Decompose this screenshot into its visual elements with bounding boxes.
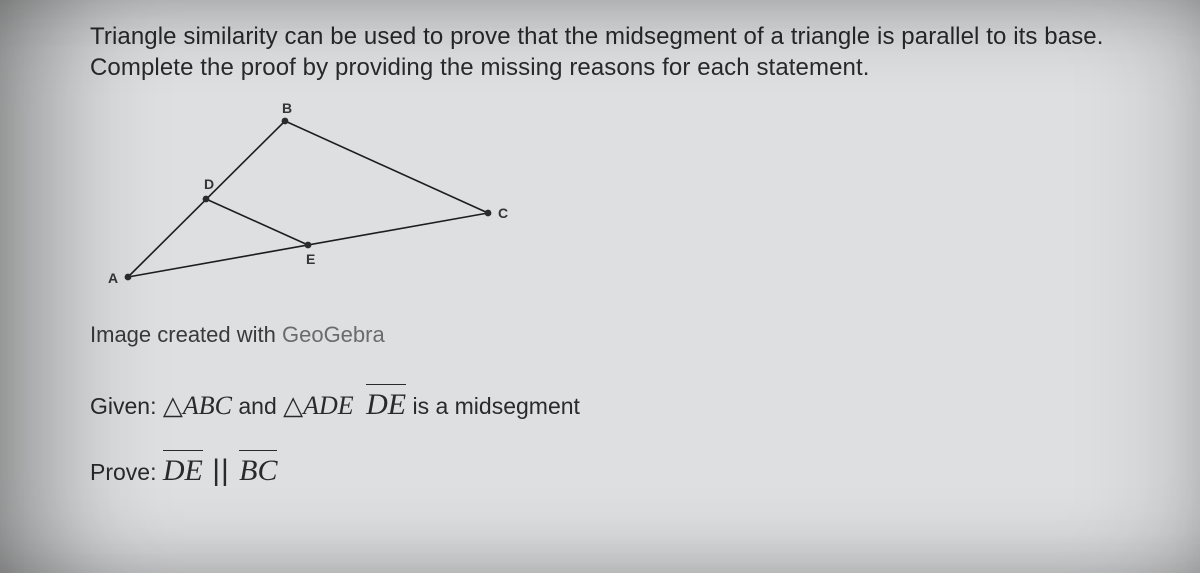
given-tri2-letters: ADE — [303, 391, 354, 420]
triangle-figure: A B C D E — [100, 101, 520, 301]
image-credit: Image created with GeoGebra — [90, 322, 1128, 348]
given-and: and — [232, 393, 283, 419]
svg-text:B: B — [282, 101, 292, 116]
prove-line: Prove: DE || BC — [90, 450, 1128, 488]
parallel-symbol: || — [203, 454, 239, 487]
svg-text:C: C — [498, 205, 508, 221]
prove-seg1-letters: DE — [163, 450, 203, 488]
given-tri1: △ABC — [163, 391, 232, 420]
given-tail: is a midsegment — [412, 393, 579, 419]
given-tri1-letters: ABC — [183, 391, 232, 420]
given-line: Given: △ABC and △ADE DE is a midsegment — [90, 384, 1128, 422]
svg-text:E: E — [306, 251, 315, 267]
svg-text:A: A — [108, 270, 118, 286]
credit-brand: GeoGebra — [282, 322, 385, 347]
svg-text:D: D — [204, 176, 214, 192]
prove-label: Prove: — [90, 459, 163, 485]
prove-seg2: BC — [239, 454, 277, 487]
prove-seg1: DE — [163, 454, 203, 487]
given-seg: DE — [366, 388, 406, 421]
prove-seg2-letters: BC — [239, 450, 277, 488]
given-tri2: △ADE — [283, 391, 354, 420]
given-seg-letters: DE — [366, 384, 406, 422]
credit-prefix: Image created with — [90, 322, 282, 347]
given-label: Given: — [90, 393, 163, 419]
figure-container: A B C D E — [100, 101, 1128, 306]
instruction-text: Triangle similarity can be used to prove… — [90, 22, 1128, 83]
